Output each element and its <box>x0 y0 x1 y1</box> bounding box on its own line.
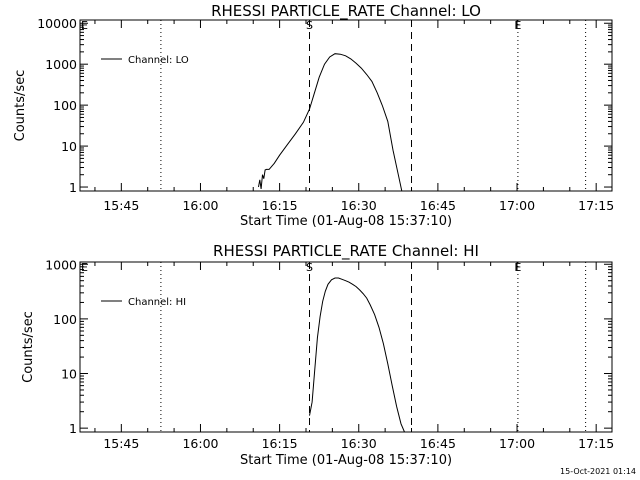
panel-1-series-line <box>258 53 403 192</box>
panel-2-legend-label: Channel: HI <box>128 297 186 308</box>
panel-2-x-tick-label: 16:45 <box>420 436 456 451</box>
panel-2-y-tick-label: 10 <box>61 367 77 382</box>
panel-2-y-tick-label: 1000 <box>45 257 77 272</box>
panel-2-y-tick-label: 1 <box>69 421 77 436</box>
panel-2-y-tick-label: 100 <box>53 312 77 327</box>
footer-timestamp: 15-Oct-2021 01:14 <box>560 467 636 476</box>
panel-2-x-tick-label: 16:30 <box>341 436 377 451</box>
panel-1-marker-label: S <box>306 19 313 32</box>
panel-1-y-tick-label: 10000 <box>37 16 77 31</box>
panel-1-x-tick-label: 16:30 <box>341 198 377 213</box>
panel-1-legend-label: Channel: LO <box>128 55 189 66</box>
panel-2-x-tick-label: 16:15 <box>262 436 298 451</box>
panel-1-y-tick-label: 10 <box>61 139 77 154</box>
panel-2-x-tick-label: 16:00 <box>182 436 218 451</box>
panel-2-x-axis-title: Start Time (01-Aug-08 15:37:10) <box>240 453 452 468</box>
panel-1-y-axis-title: Counts/sec <box>13 70 28 142</box>
panel-1-x-tick-label: 16:15 <box>262 198 298 213</box>
panel-1-marker-label: E <box>514 19 521 32</box>
panel-2-x-tick-label: 17:00 <box>499 436 535 451</box>
panel-2-marker-label: S <box>306 261 313 274</box>
panel-1-y-tick-label: 1000 <box>45 57 77 72</box>
panel-2-title: RHESSI PARTICLE_RATE Channel: HI <box>213 242 479 261</box>
panel-2-x-tick-label: 17:15 <box>578 436 614 451</box>
panel-1-y-tick-label: 1 <box>69 180 77 195</box>
panel-2-y-axis-title: Counts/sec <box>21 311 36 383</box>
panel-1-title: RHESSI PARTICLE_RATE Channel: LO <box>211 2 481 21</box>
panel-1-plot-frame <box>79 19 613 192</box>
panel-2-series-line <box>309 277 405 433</box>
panel-2-marker-label: E <box>514 261 521 274</box>
panel-1-x-tick-label: 16:00 <box>182 198 218 213</box>
panel-1-x-axis-title: Start Time (01-Aug-08 15:37:10) <box>240 214 452 229</box>
panel-1-edge-marker-label: E <box>81 19 88 32</box>
panel-1-x-tick-label: 17:00 <box>499 198 535 213</box>
panel-2-edge-marker-label: E <box>81 261 88 274</box>
panel-1-x-tick-label: 16:45 <box>420 198 456 213</box>
panel-1-x-tick-label: 17:15 <box>578 198 614 213</box>
panel-2-x-tick-label: 15:45 <box>103 436 139 451</box>
panel-1-x-tick-label: 15:45 <box>103 198 139 213</box>
panel-2-plot-frame <box>79 261 613 433</box>
panel-1-y-tick-label: 100 <box>53 98 77 113</box>
